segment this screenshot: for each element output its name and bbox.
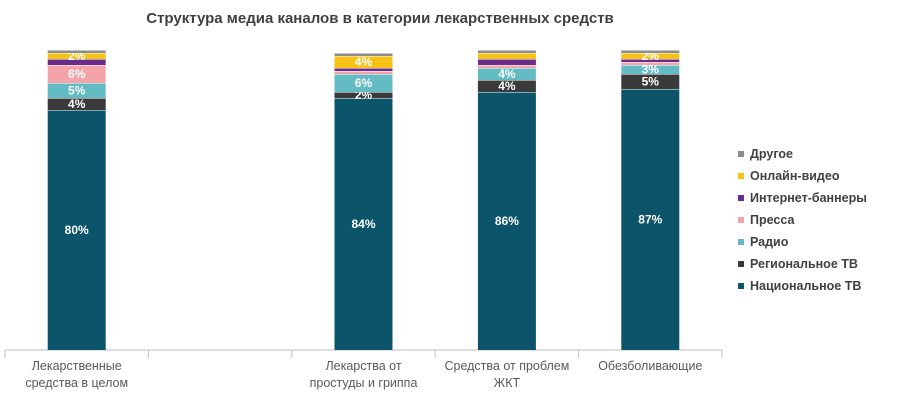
data-label-0-1: 4% [68, 97, 86, 111]
category-label-3-0: Средства от проблем [444, 359, 569, 373]
data-label-3-2: 4% [498, 67, 516, 81]
data-label-2-5: 4% [355, 55, 373, 69]
legend-swatch [738, 239, 744, 245]
bar-segment-2-4 [334, 68, 393, 71]
bar-segment-2-0 [334, 98, 393, 350]
category-label-3-1: ЖКТ [494, 376, 521, 390]
bar-segment-3-5 [477, 53, 536, 59]
bar-segment-0-5 [47, 53, 106, 59]
data-label-4-1: 5% [642, 75, 660, 89]
legend-item: Радио [738, 231, 867, 253]
data-label-4-0: 87% [638, 213, 662, 227]
bar-segment-0-0 [47, 110, 106, 350]
bar-segment-0-1 [47, 98, 106, 110]
legend-swatch [738, 173, 744, 179]
chart-title: Структура медиа каналов в категории лека… [146, 10, 614, 27]
category-label-0-1: средства в целом [25, 376, 128, 390]
legend-label: Интернет-баннеры [750, 191, 867, 205]
category-label-4-0: Обезболивающие [598, 359, 702, 373]
bar-segment-2-3 [334, 71, 393, 74]
bar-segment-4-3 [621, 62, 680, 65]
bar-segment-0-2 [47, 83, 106, 98]
legend-label: Национальное ТВ [750, 279, 862, 293]
legend-label: Онлайн-видео [750, 169, 840, 183]
bar-segment-3-3 [477, 65, 536, 68]
legend-label: Радио [750, 235, 789, 249]
bar-segment-2-6 [334, 53, 393, 56]
bar-segment-4-4 [621, 59, 680, 62]
category-label-0-0: Лекарственные [32, 359, 122, 373]
legend-item: Онлайн-видео [738, 165, 867, 187]
bar-segment-0-4 [47, 59, 106, 65]
legend-swatch [738, 195, 744, 201]
bar-segment-4-0 [621, 89, 680, 350]
data-label-2-0: 84% [351, 217, 375, 231]
bar-segment-4-6 [621, 50, 680, 53]
data-label-3-1: 4% [498, 79, 516, 93]
legend-item: Интернет-баннеры [738, 187, 867, 209]
bar-segment-0-3 [47, 65, 106, 83]
bar-segment-2-5 [334, 56, 393, 68]
data-label-3-0: 86% [495, 214, 519, 228]
bar-segment-4-2 [621, 65, 680, 74]
data-label-0-3: 6% [68, 67, 86, 81]
bar-segment-4-5 [621, 53, 680, 59]
legend-swatch [738, 261, 744, 267]
bar-segment-3-2 [477, 68, 536, 80]
bar-segment-3-4 [477, 59, 536, 65]
bar-segment-2-2 [334, 74, 393, 92]
legend-item: Пресса [738, 209, 867, 231]
bar-segment-2-1 [334, 92, 393, 98]
legend-label: Региональное ТВ [750, 257, 858, 271]
legend-label: Другое [750, 147, 793, 161]
data-label-0-2: 5% [68, 84, 86, 98]
bar-segment-0-6 [47, 50, 106, 53]
legend-item: Другое [738, 143, 867, 165]
bar-segment-4-1 [621, 74, 680, 89]
bar-segment-3-0 [477, 92, 536, 350]
bar-segment-3-6 [477, 50, 536, 53]
legend-swatch [738, 151, 744, 157]
data-label-0-0: 80% [65, 223, 89, 237]
data-label-2-2: 6% [355, 76, 373, 90]
legend-swatch [738, 217, 744, 223]
legend-swatch [738, 283, 744, 289]
legend-item: Национальное ТВ [738, 275, 867, 297]
category-label-2-0: Лекарства от [325, 359, 401, 373]
legend: Другое Онлайн-видео Интернет-баннеры Пресса… [738, 143, 867, 297]
legend-item: Региональное ТВ [738, 253, 867, 275]
bar-segment-3-1 [477, 80, 536, 92]
category-label-2-1: простуды и гриппа [310, 376, 418, 390]
data-label-4-2: 3% [642, 63, 660, 77]
legend-label: Пресса [750, 213, 795, 227]
